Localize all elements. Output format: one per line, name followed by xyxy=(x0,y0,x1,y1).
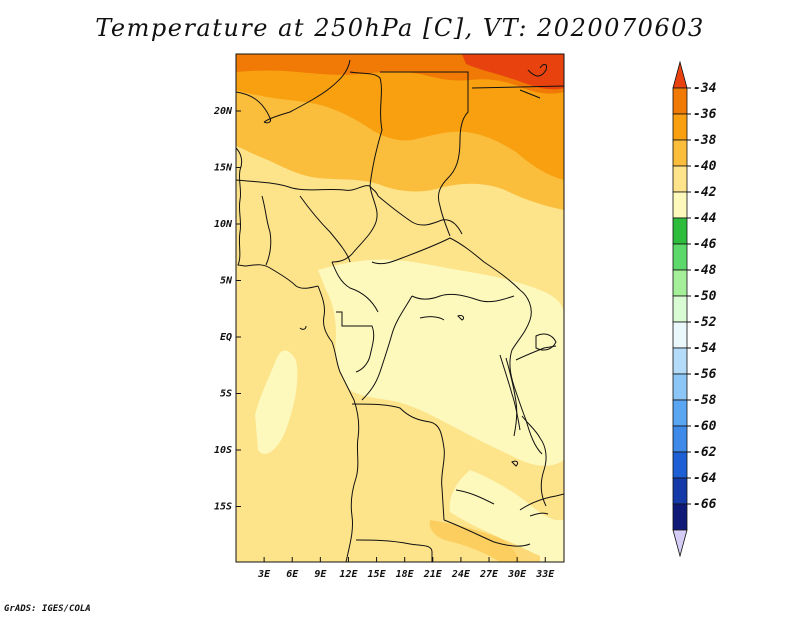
field-band-36 xyxy=(236,54,564,180)
colorbar-segment xyxy=(672,191,688,219)
lat-label: 5N xyxy=(220,276,233,287)
colorbar-label: -64 xyxy=(693,471,717,486)
colorbar-segment xyxy=(672,295,688,323)
colorbar-label: -34 xyxy=(693,81,717,96)
colorbar-segment xyxy=(672,503,688,531)
colorbar-segment xyxy=(672,451,688,479)
colorbar-segment xyxy=(672,399,688,427)
lat-label: 5S xyxy=(220,389,232,400)
colorbar-label: -48 xyxy=(693,263,717,278)
map-frame xyxy=(235,53,565,563)
lon-label: 21E xyxy=(423,569,443,580)
colorbar-segment xyxy=(672,139,688,167)
colorbar-top-arrow xyxy=(672,60,688,89)
country-borders xyxy=(236,59,564,562)
field-band-mid-south xyxy=(429,520,540,562)
lon-label: 27E xyxy=(479,569,499,580)
colorbar-segment xyxy=(672,217,688,245)
colorbar-segment xyxy=(672,373,688,401)
colorbar-label: -62 xyxy=(693,445,717,460)
colorbar-segment xyxy=(672,243,688,271)
colorbar-segment xyxy=(672,87,688,115)
colorbar-segment xyxy=(672,269,688,297)
lon-label: 15E xyxy=(368,569,387,580)
colorbar-label: -56 xyxy=(693,367,717,382)
lon-label: 33E xyxy=(535,569,555,580)
credit-text: GrADS: IGES/COLA xyxy=(4,604,91,614)
colorbar-label: -60 xyxy=(693,419,717,434)
field-band-light xyxy=(318,259,564,466)
lat-label: 15N xyxy=(214,163,233,174)
lon-label: 24E xyxy=(451,569,471,580)
colorbar-segment xyxy=(672,165,688,193)
colorbar-label: -38 xyxy=(693,133,717,148)
colorbar-label: -46 xyxy=(693,237,717,252)
lon-label: 18E xyxy=(396,569,415,580)
colorbar-label: -54 xyxy=(693,341,717,356)
lon-label: 30E xyxy=(507,569,527,580)
longitude-ticks xyxy=(263,557,546,562)
colorbar-segment xyxy=(672,477,688,505)
colorbar-label: -36 xyxy=(693,107,717,122)
colorbar-label: -40 xyxy=(693,159,717,174)
colorbar-bottom-arrow xyxy=(672,529,688,558)
longitude-labels: 3E 6E 9E 12E 15E 18E 21E 24E 27E 30E 33E xyxy=(257,569,555,580)
latitude-ticks xyxy=(236,110,241,507)
colorbar-label: -66 xyxy=(693,497,717,512)
lat-label: 20N xyxy=(213,106,233,117)
colorbar-segment xyxy=(672,347,688,375)
latitude-labels: 20N 15N 10N 5N EQ 5S 10S 15S xyxy=(213,106,233,513)
lat-label: 10S xyxy=(214,445,232,456)
lon-label: 6E xyxy=(286,569,299,580)
colorbar-label: -44 xyxy=(693,211,717,226)
colorbar-label: -42 xyxy=(693,185,717,200)
colorbar-label: -50 xyxy=(693,289,717,304)
colorbar-segment xyxy=(672,113,688,141)
lat-label: 15S xyxy=(214,502,232,513)
lon-label: 12E xyxy=(339,569,358,580)
colorbar-segment xyxy=(672,425,688,453)
map-title: Temperature at 250hPa [C], VT: 202007060… xyxy=(95,14,705,42)
temperature-map xyxy=(236,54,564,562)
field-band-light-2 xyxy=(255,350,298,454)
colorbar-segment xyxy=(672,321,688,349)
lat-label: 10N xyxy=(214,219,233,230)
lon-label: 9E xyxy=(314,569,327,580)
lon-label: 3E xyxy=(257,569,271,580)
colorbar-label: -52 xyxy=(693,315,717,330)
colorbar: -34 -36 -38 -40 -42 -44 -46 -48 -50 -52 -54 -56 -58 -… xyxy=(672,60,717,558)
colorbar-label: -58 xyxy=(693,393,717,408)
field-band-light-3 xyxy=(449,470,564,562)
lat-label: EQ xyxy=(220,332,232,343)
field-band-hot xyxy=(462,54,564,90)
